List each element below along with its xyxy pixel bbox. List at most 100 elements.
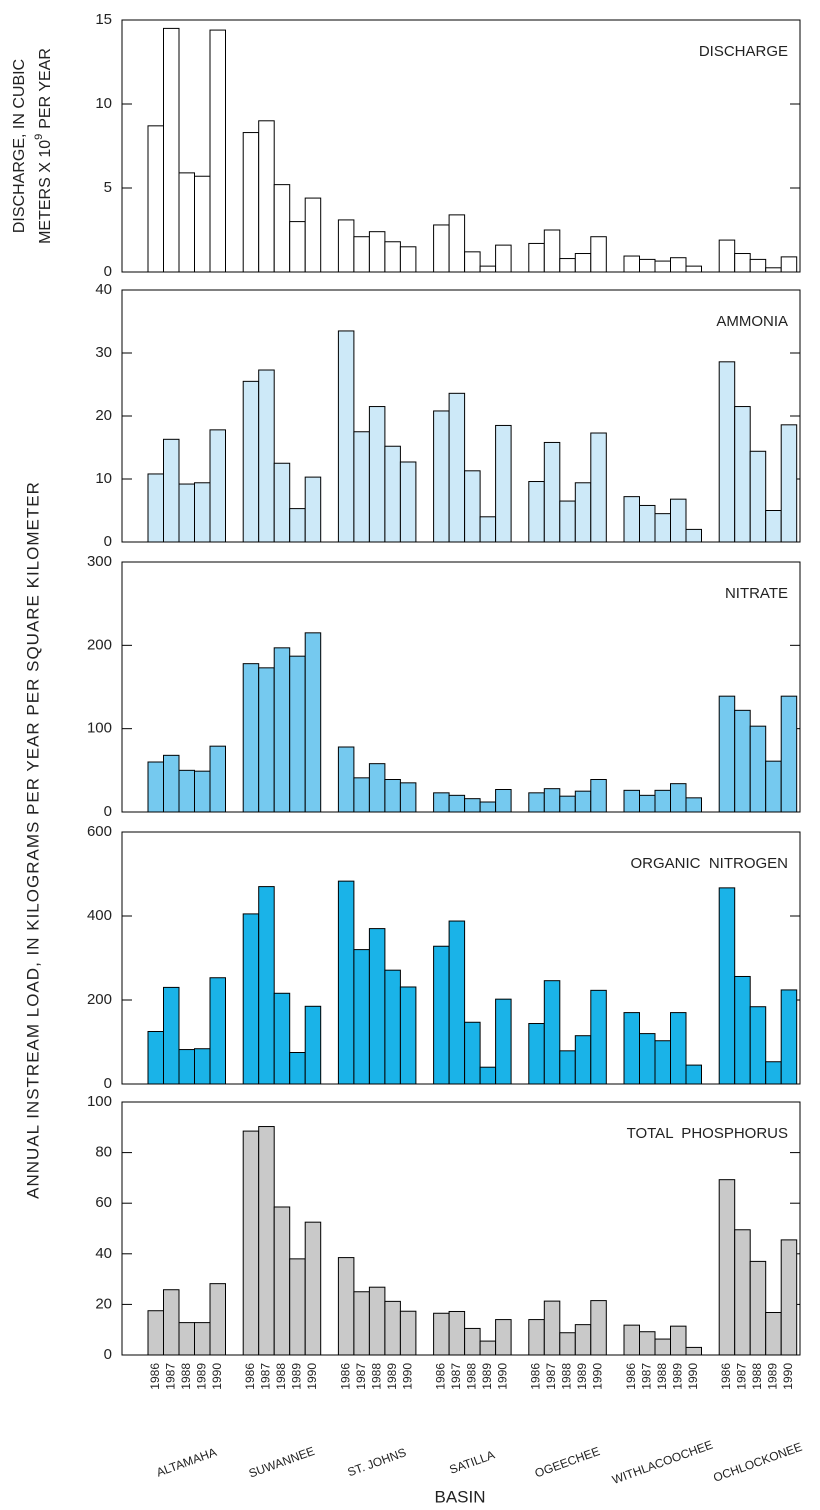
bar [433,792,450,813]
group-label: OCHLOCKONEE [711,1440,804,1485]
bar [337,219,355,273]
y-tick-label: 0 [104,263,112,280]
y-tick-label: 80 [95,1144,112,1161]
bar [590,432,607,543]
bar [242,132,260,273]
x-tick-label: 1986 [719,1363,733,1390]
bar [734,1229,751,1356]
bar [258,120,275,273]
bar [433,410,450,543]
bar [178,483,195,543]
bar [147,1310,164,1356]
bar [685,528,702,543]
bar [670,783,687,813]
bar [289,1258,306,1356]
panel-title: ORGANIC NITROGEN [630,855,788,872]
bar [495,1319,512,1356]
bar [528,242,545,273]
y-tick-label: 30 [95,344,112,361]
bar [685,265,702,273]
bar [639,1331,656,1356]
bar [242,913,260,1085]
bar [448,392,466,543]
bar [304,197,322,273]
bar [209,745,226,813]
x-tick-label: 1986 [624,1363,638,1390]
bar [479,516,497,543]
y-label-text: PER YEAR [37,48,54,129]
x-tick-label: 1987 [639,1363,653,1390]
x-tick-label: 1989 [480,1363,494,1390]
bar [353,949,370,1085]
bar [528,1023,545,1085]
bar [289,221,306,273]
bar [718,695,736,813]
bar [765,510,782,543]
bar [163,1289,180,1356]
group-label: ALTAMAHA [155,1445,219,1480]
bar [780,1239,798,1356]
x-tick-label: 1990 [400,1363,414,1390]
bar [528,792,545,813]
bar [718,239,736,273]
x-tick-label: 1990 [496,1363,510,1390]
bar [623,496,640,543]
y-tick-label: 400 [87,907,112,924]
bar [163,986,180,1085]
bar [464,470,481,543]
bar [479,265,497,273]
x-tick-label: 1987 [544,1363,558,1390]
bar [464,1021,481,1085]
x-tick-label: 1988 [750,1363,764,1390]
bar [209,977,226,1085]
bar [304,1005,322,1085]
bar [163,27,180,273]
bar [654,260,671,273]
bar [639,258,656,273]
bar [734,975,751,1085]
x-tick-label: 1987 [735,1363,749,1390]
y-tick-label: 0 [104,803,112,820]
bar [639,504,656,543]
panel-title: DISCHARGE [699,43,788,60]
x-tick-label: 1989 [670,1363,684,1390]
bar [242,663,260,813]
bar [209,1283,226,1356]
x-tick-label: 1987 [163,1363,177,1390]
bar [574,1324,592,1356]
bar [194,482,211,543]
bar [559,500,576,543]
x-tick-label: 1989 [385,1363,399,1390]
bar [399,986,417,1085]
bar [543,441,561,543]
bar [734,253,751,273]
bar [464,1327,481,1356]
y-tick-label: 20 [95,407,112,424]
x-tick-label: 1989 [575,1363,589,1390]
bar [718,887,736,1085]
bar [685,1346,702,1356]
bar [749,1260,767,1356]
bar [353,777,370,813]
x-tick-label: 1990 [781,1363,795,1390]
bar [178,769,195,813]
bar [353,1291,370,1356]
plot-frame [121,289,801,543]
bar [337,330,355,543]
x-tick-label: 1988 [465,1363,479,1390]
x-tick-label: 1987 [449,1363,463,1390]
bar [623,255,640,273]
y-label-superscript: 9 [33,134,45,140]
bar [399,461,417,543]
bar [528,481,545,543]
y-tick-label: 5 [104,179,112,196]
bar [448,214,466,273]
bar [273,647,291,813]
bar [258,886,275,1085]
plot-frame [121,831,801,1085]
bar [353,431,370,543]
bar [433,945,450,1085]
y-tick-label: 100 [87,720,112,737]
bar [780,989,798,1085]
bar [543,980,561,1085]
